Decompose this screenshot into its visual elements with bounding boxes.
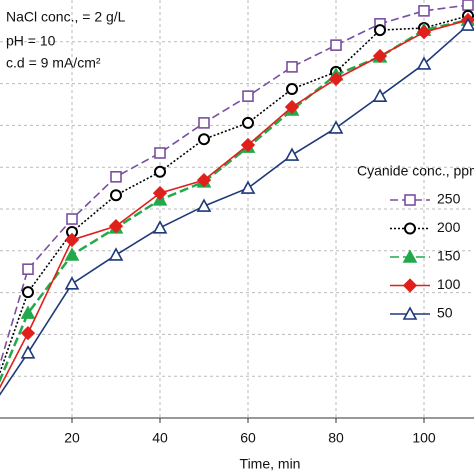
marker xyxy=(20,326,36,341)
marker xyxy=(154,165,166,178)
marker xyxy=(110,189,122,202)
series-line xyxy=(0,19,469,389)
marker xyxy=(64,247,80,261)
legend-label: 50 xyxy=(437,305,453,321)
marker xyxy=(372,88,388,102)
x-tick-label: 60 xyxy=(240,430,256,446)
marker xyxy=(404,194,416,206)
marker xyxy=(462,0,474,11)
marker xyxy=(108,219,124,234)
marker xyxy=(20,345,36,359)
marker xyxy=(64,232,80,248)
legend-title: Cyanide conc., ppm xyxy=(357,163,474,179)
legend-label: 250 xyxy=(437,191,461,207)
marker xyxy=(152,220,168,234)
marker xyxy=(418,5,430,17)
marker xyxy=(22,263,34,275)
marker xyxy=(402,278,418,293)
legend-label: 100 xyxy=(437,276,461,292)
marker xyxy=(416,25,432,40)
marker xyxy=(110,171,122,183)
x-tick-label: 80 xyxy=(328,430,344,446)
marker xyxy=(374,24,386,37)
marker xyxy=(286,61,298,73)
marker xyxy=(460,17,474,31)
marker xyxy=(198,133,210,146)
annotation: c.d = 9 mA/cm² xyxy=(6,55,101,71)
marker xyxy=(328,120,344,134)
annotation: pH = 10 xyxy=(6,33,56,49)
marker xyxy=(402,306,418,320)
marker xyxy=(64,276,80,290)
series-line xyxy=(0,4,469,367)
legend-label: 150 xyxy=(437,248,461,264)
marker xyxy=(20,305,36,319)
x-tick-label: 100 xyxy=(412,430,436,446)
marker xyxy=(372,48,388,64)
marker xyxy=(196,198,212,212)
marker xyxy=(242,116,254,129)
legend-label: 200 xyxy=(437,219,461,235)
marker xyxy=(286,83,298,96)
marker xyxy=(152,185,168,201)
series-line xyxy=(0,24,469,396)
marker xyxy=(404,222,416,235)
marker xyxy=(416,56,432,70)
marker xyxy=(284,147,300,161)
marker xyxy=(240,137,256,153)
marker xyxy=(240,180,256,194)
marker xyxy=(284,99,300,115)
x-tick-label: 40 xyxy=(152,430,168,446)
marker xyxy=(66,213,78,225)
x-axis-label: Time, min xyxy=(240,456,301,472)
marker xyxy=(328,71,344,87)
series-line xyxy=(0,15,469,375)
plot: 20 40 60 80 100 xyxy=(0,0,474,446)
marker xyxy=(330,39,342,51)
marker xyxy=(22,286,34,299)
marker xyxy=(242,90,254,102)
marker xyxy=(154,147,166,159)
marker xyxy=(198,117,210,129)
marker xyxy=(402,249,418,263)
marker xyxy=(196,173,212,188)
marker xyxy=(108,247,124,261)
x-tick-label: 20 xyxy=(64,430,80,446)
annotation: NaCl conc., = 2 g/L xyxy=(6,9,126,25)
